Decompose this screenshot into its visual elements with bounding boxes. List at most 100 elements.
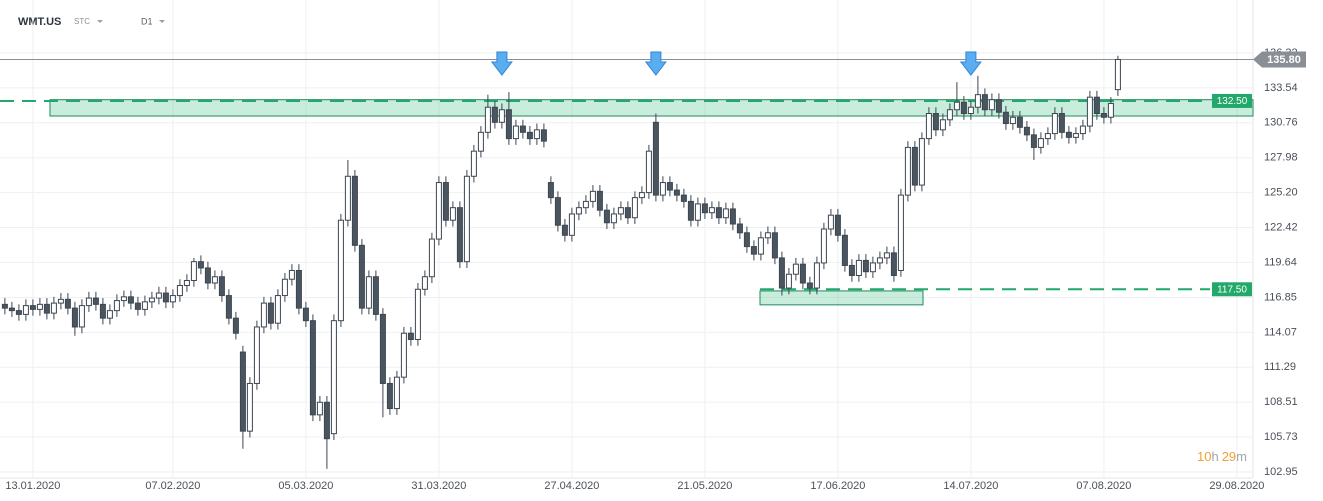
candle bbox=[519, 119, 526, 139]
candle-body bbox=[8, 307, 15, 312]
y-tick-label: 122.42 bbox=[1264, 221, 1298, 233]
candle bbox=[414, 283, 421, 346]
candle-body bbox=[267, 302, 274, 324]
candle-body bbox=[946, 109, 953, 121]
candle-body bbox=[806, 282, 813, 289]
candle-body bbox=[610, 213, 617, 224]
candle-body bbox=[932, 113, 939, 131]
candle bbox=[204, 261, 211, 290]
candle-body bbox=[246, 382, 253, 432]
candle bbox=[183, 274, 190, 292]
candle-body bbox=[526, 131, 533, 140]
x-tick-label: 27.04.2020 bbox=[544, 480, 599, 492]
candle bbox=[960, 95, 967, 120]
candle-body bbox=[407, 332, 414, 341]
candle bbox=[834, 208, 841, 242]
candle-body bbox=[799, 263, 806, 284]
candle-body bbox=[169, 295, 176, 303]
candle-body bbox=[1037, 138, 1044, 148]
candle bbox=[673, 183, 680, 202]
candle bbox=[484, 94, 491, 139]
candle bbox=[386, 377, 393, 415]
candle-body bbox=[953, 101, 960, 111]
dropdown-caret[interactable] bbox=[159, 20, 165, 23]
candle bbox=[15, 304, 22, 321]
candle bbox=[344, 159, 351, 227]
candle-body bbox=[99, 303, 106, 319]
candle-body bbox=[582, 200, 589, 209]
candle-body bbox=[498, 109, 505, 123]
candle-body bbox=[365, 276, 372, 309]
candle bbox=[78, 299, 85, 334]
candle-body bbox=[449, 207, 456, 221]
candle bbox=[792, 257, 799, 281]
candle bbox=[813, 256, 820, 295]
candle-body bbox=[120, 296, 127, 302]
candle-body bbox=[197, 261, 204, 269]
candle bbox=[1051, 107, 1058, 140]
current-price-label: 135.80 bbox=[1267, 54, 1301, 66]
candle-body bbox=[1, 303, 8, 309]
candle bbox=[211, 270, 218, 290]
candle-body bbox=[715, 207, 722, 219]
candle bbox=[267, 296, 274, 330]
candle-body bbox=[1072, 133, 1079, 138]
candle-body bbox=[316, 401, 323, 416]
dropdown-caret[interactable] bbox=[97, 20, 103, 23]
candle bbox=[393, 370, 400, 415]
candle bbox=[1002, 105, 1009, 130]
candle-body bbox=[148, 297, 155, 303]
candle bbox=[988, 93, 995, 117]
candle-body bbox=[1114, 59, 1121, 91]
candle-body bbox=[694, 203, 701, 221]
candle-body bbox=[78, 305, 85, 328]
candle-body bbox=[617, 207, 624, 215]
candle-body bbox=[204, 267, 211, 284]
candle bbox=[715, 201, 722, 224]
candle bbox=[134, 296, 141, 316]
candle-body bbox=[890, 252, 897, 276]
candle-body bbox=[386, 382, 393, 410]
candle bbox=[491, 100, 498, 129]
candle-body bbox=[981, 94, 988, 111]
candle-body bbox=[43, 303, 50, 314]
y-tick-label: 105.73 bbox=[1264, 431, 1298, 443]
candle bbox=[260, 296, 267, 334]
symbol[interactable]: WMT.US bbox=[18, 16, 61, 28]
x-tick-label: 17.06.2020 bbox=[810, 480, 865, 492]
x-tick-label: 29.08.2020 bbox=[1209, 480, 1264, 492]
countdown-m: m bbox=[1236, 449, 1247, 464]
candle bbox=[337, 213, 344, 327]
candle-body bbox=[1058, 113, 1065, 133]
candle-body bbox=[876, 257, 883, 264]
candle-body bbox=[904, 146, 911, 196]
candle bbox=[1044, 127, 1051, 145]
candle bbox=[85, 291, 92, 312]
candle bbox=[666, 176, 673, 197]
candle-body bbox=[64, 298, 71, 309]
candle-body bbox=[379, 313, 386, 384]
candle-body bbox=[295, 269, 302, 309]
candle bbox=[855, 254, 862, 282]
candle bbox=[764, 226, 771, 245]
candle-body bbox=[778, 257, 785, 289]
candle-body bbox=[218, 276, 225, 297]
candle-body bbox=[624, 207, 631, 219]
signal-arrow bbox=[959, 51, 982, 76]
candle bbox=[617, 201, 624, 221]
market[interactable]: STC bbox=[74, 17, 90, 26]
interval[interactable]: D1 bbox=[141, 16, 153, 26]
y-tick-label: 114.07 bbox=[1264, 326, 1297, 338]
candle-body bbox=[659, 182, 666, 196]
candle-body bbox=[687, 200, 694, 221]
candle bbox=[1016, 110, 1023, 134]
candle bbox=[827, 208, 834, 236]
candle-body bbox=[211, 276, 218, 284]
y-tick-label: 111.29 bbox=[1264, 361, 1296, 373]
candle bbox=[939, 113, 946, 137]
candle-body bbox=[253, 326, 260, 384]
candle-body bbox=[743, 232, 750, 248]
candle-body bbox=[463, 175, 470, 263]
candle-body bbox=[281, 278, 288, 297]
candle-body bbox=[127, 296, 134, 304]
